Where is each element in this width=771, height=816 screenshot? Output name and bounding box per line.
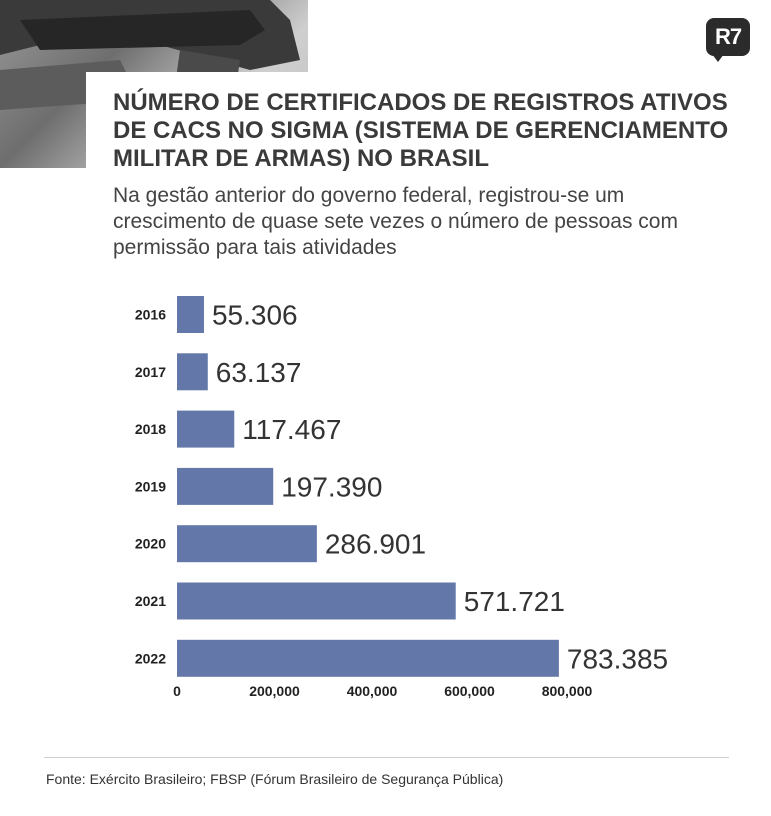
category-label: 2016	[135, 307, 166, 323]
bar	[177, 582, 456, 620]
bar	[177, 639, 559, 677]
data-label: 63.137	[216, 357, 302, 388]
category-label: 2017	[135, 364, 166, 380]
data-label: 286.901	[325, 529, 426, 560]
x-tick-label: 200,000	[249, 683, 300, 699]
category-label: 2019	[135, 478, 166, 494]
data-label: 197.390	[281, 471, 382, 502]
bar	[177, 296, 204, 333]
data-label: 117.467	[242, 414, 341, 445]
data-label: 571.721	[464, 586, 565, 617]
x-tick-label: 0	[173, 683, 181, 699]
page-subtitle: Na gestão anterior do governo federal, r…	[113, 184, 678, 259]
category-label: 2021	[135, 593, 166, 609]
category-label: 2018	[135, 421, 166, 437]
r7-logo: R7	[706, 18, 750, 62]
bar	[177, 525, 317, 563]
footer-divider	[44, 757, 729, 758]
bar	[177, 467, 274, 505]
x-tick-label: 400,000	[347, 683, 398, 699]
title-panel	[86, 72, 771, 192]
category-label: 2020	[135, 536, 166, 552]
data-label: 55.306	[212, 300, 298, 331]
category-label: 2022	[135, 650, 166, 666]
x-tick-label: 600,000	[444, 683, 495, 699]
bar	[177, 410, 235, 448]
bar-chart: 2016 55.306 2017 63.137 2018 117.467 2019 197.3…	[135, 296, 668, 699]
data-label: 783.385	[567, 643, 668, 674]
bar	[177, 353, 208, 391]
x-tick-label: 800,000	[542, 683, 593, 699]
page-title: NÚMERO DE CERTIFICADOS DE REGISTROS ATIV…	[113, 89, 729, 172]
source-note: Fonte: Exército Brasileiro; FBSP (Fórum …	[46, 771, 504, 787]
